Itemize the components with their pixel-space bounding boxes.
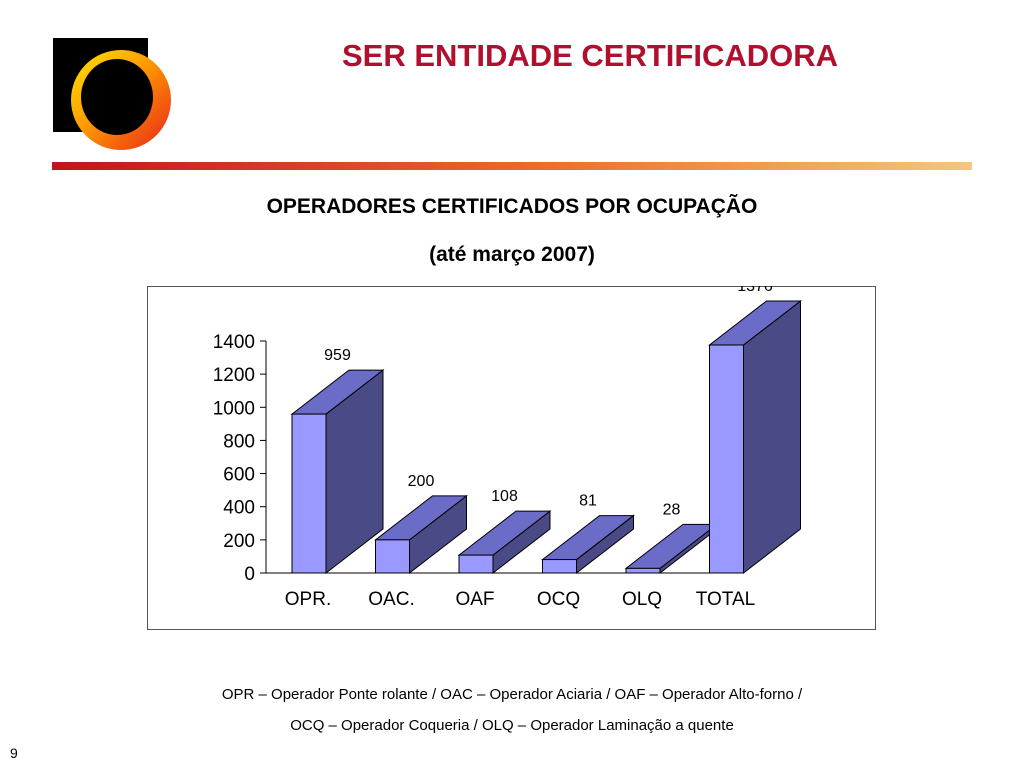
data-label: 200 [408, 473, 435, 490]
x-tick-label: OLQ [622, 589, 662, 610]
chart-title: OPERADORES CERTIFICADOS POR OCUPAÇÃO [266, 195, 758, 218]
bar [375, 539, 410, 574]
y-tick-label: 200 [223, 531, 255, 552]
y-tick-label: 1400 [213, 332, 255, 353]
data-label: 959 [324, 347, 351, 364]
chart-subtitle: (até março 2007) [429, 243, 595, 266]
footnote-line-2: OCQ – Operador Coqueria / OLQ – Operador… [290, 717, 734, 734]
x-tick-label: OAF [455, 589, 494, 610]
bar-side [743, 299, 801, 575]
data-label: 108 [491, 488, 518, 505]
data-label: 28 [663, 501, 681, 518]
x-tick-label: TOTAL [696, 589, 755, 610]
data-label: 1376 [737, 286, 773, 295]
bar [625, 567, 661, 574]
bar [458, 554, 494, 574]
title-divider [52, 162, 972, 170]
company-logo [53, 38, 171, 150]
data-label: 81 [579, 493, 597, 510]
x-tick-label: OPR. [285, 589, 331, 610]
footnote-line-1: OPR – Operador Ponte rolante / OAC – Ope… [221, 686, 803, 703]
y-tick-label: 600 [223, 465, 255, 486]
bar [542, 559, 577, 574]
y-tick-label: 400 [223, 498, 255, 519]
y-tick-label: 1200 [213, 365, 255, 386]
x-tick-label: OCQ [537, 589, 580, 610]
page-number: 9 [10, 745, 18, 761]
x-tick-label: OAC. [368, 589, 414, 610]
y-tick-label: 800 [223, 431, 255, 452]
y-tick-label: 0 [244, 564, 255, 585]
bar [291, 413, 327, 574]
y-tick-label: 1000 [213, 398, 255, 419]
slide-title: SER ENTIDADE CERTIFICADORA [341, 38, 838, 73]
bar [709, 344, 744, 574]
bar-chart: 0 200 400 600 800 1000 1200 1400 959 OPR. 200 OAC. 1… [213, 286, 802, 610]
